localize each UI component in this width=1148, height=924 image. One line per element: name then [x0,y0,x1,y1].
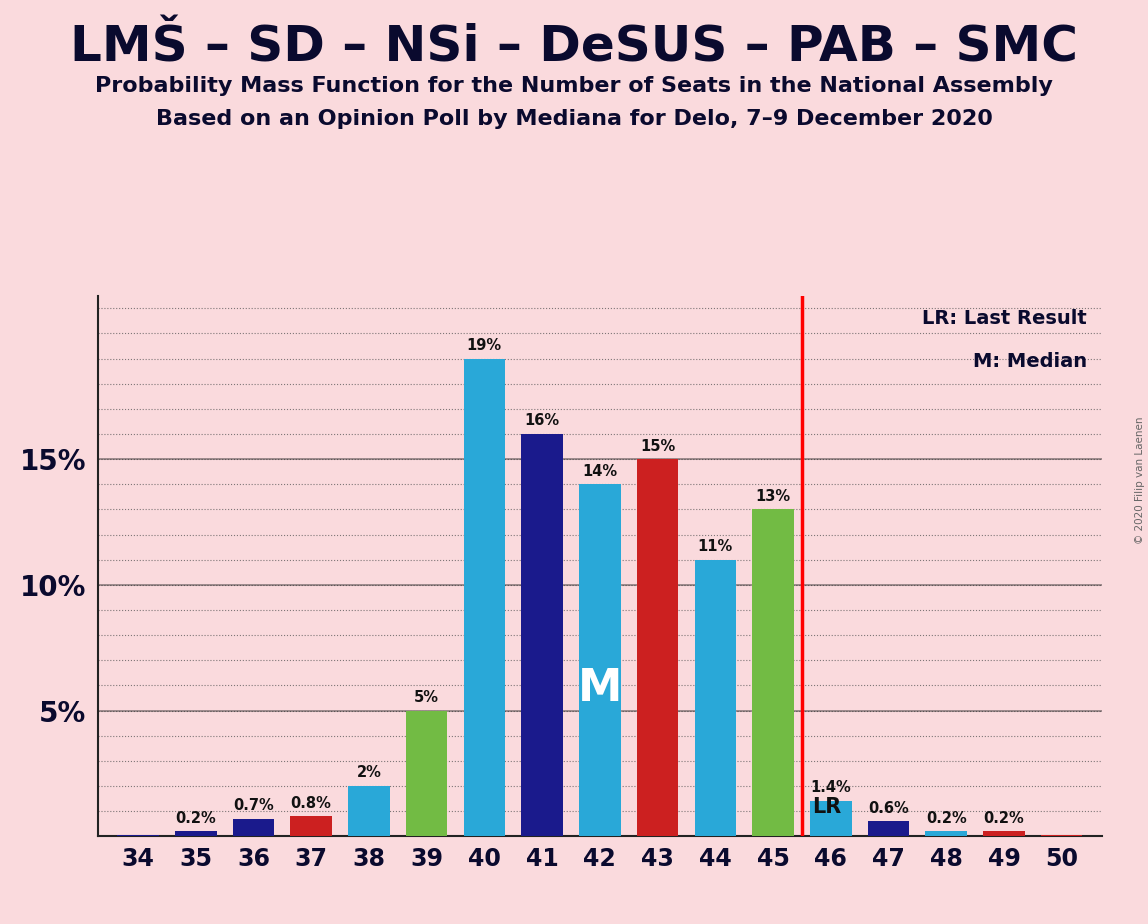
Text: 0.8%: 0.8% [290,796,332,810]
Text: M: M [577,667,622,710]
Bar [233,819,274,836]
Bar [925,832,967,836]
Bar [174,832,217,836]
Bar [983,832,1025,836]
Text: 0.6%: 0.6% [868,800,909,816]
Bar [695,560,736,836]
Bar [810,801,852,836]
Text: Probability Mass Function for the Number of Seats in the National Assembly: Probability Mass Function for the Number… [95,76,1053,96]
Text: 1.4%: 1.4% [810,781,851,796]
Text: 2%: 2% [357,765,381,781]
Text: 5%: 5% [414,690,440,705]
Text: © 2020 Filip van Laenen: © 2020 Filip van Laenen [1135,417,1145,544]
Bar [637,459,678,836]
Text: 15%: 15% [639,439,675,454]
Text: LR: LR [813,797,841,818]
Text: 0.2%: 0.2% [176,810,216,826]
Text: 0.2%: 0.2% [925,810,967,826]
Bar [464,359,505,836]
Bar [868,821,909,836]
Text: 13%: 13% [755,489,791,504]
Text: M: Median: M: Median [972,352,1087,371]
Bar [1041,835,1083,836]
Text: 19%: 19% [467,338,502,353]
Bar [290,816,332,836]
Text: 0.2%: 0.2% [984,810,1024,826]
Text: Based on an Opinion Poll by Mediana for Delo, 7–9 December 2020: Based on an Opinion Poll by Mediana for … [156,109,992,129]
Bar [117,835,158,836]
Bar [521,434,563,836]
Bar [579,484,621,836]
Text: 16%: 16% [525,413,560,429]
Bar [752,509,793,836]
Text: 11%: 11% [698,539,732,554]
Text: LMŠ – SD – NSi – DeSUS – PAB – SMC: LMŠ – SD – NSi – DeSUS – PAB – SMC [70,23,1078,71]
Bar [406,711,448,836]
Text: LR: Last Result: LR: Last Result [922,310,1087,328]
Bar [348,786,389,836]
Text: 14%: 14% [582,464,618,479]
Text: 0.7%: 0.7% [233,798,274,813]
